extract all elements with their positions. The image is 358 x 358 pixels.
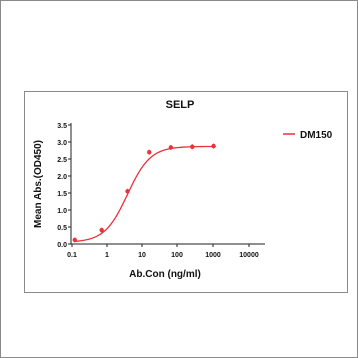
y-tick-label: 2.5	[57, 157, 67, 164]
chart-svg: SELP 0.0 0.5 1.0 1.5 2.0 2.5 3.0 3.5 0.1 1 10 100 100…	[33, 99, 333, 280]
x-axis-label: Ab.Con (ng/ml)	[129, 269, 201, 280]
y-tick-label: 1.0	[57, 208, 67, 215]
chart-frame: SELP 0.0 0.5 1.0 1.5 2.0 2.5 3.0 3.5 0.1 1 10 100 100…	[24, 91, 348, 293]
x-tick-label: 10	[138, 252, 146, 259]
y-tick-label: 0.5	[57, 225, 67, 232]
y-tick-label: 3.5	[57, 123, 67, 130]
x-tick-label: 1000	[205, 252, 221, 259]
y-tick-label: 3.0	[57, 140, 67, 147]
series-curve-dm150	[74, 145, 214, 243]
y-tick-label: 0.0	[57, 242, 67, 249]
x-tick-label: 10000	[239, 252, 259, 259]
x-tick-label: 100	[171, 252, 183, 259]
x-tick-label: 0.1	[67, 252, 77, 259]
chart-title: SELP	[166, 99, 195, 111]
y-tick-label: 2.0	[57, 174, 67, 181]
y-tick-label: 1.5	[57, 191, 67, 198]
y-axis-label: Mean Abs.(OD450)	[33, 140, 44, 228]
x-tick-label: 1	[105, 252, 109, 259]
legend-label-dm150: DM150	[300, 130, 333, 141]
